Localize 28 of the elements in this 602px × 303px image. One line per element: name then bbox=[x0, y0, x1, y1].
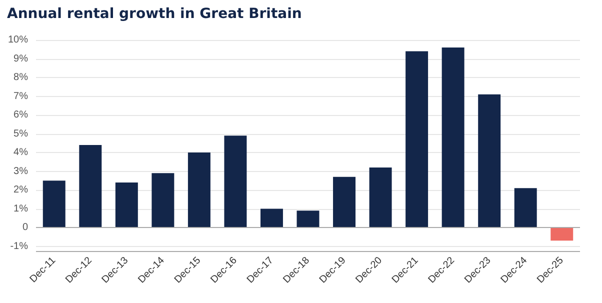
bar bbox=[79, 145, 102, 228]
chart-title: Annual rental growth in Great Britain bbox=[7, 6, 302, 22]
bar bbox=[188, 152, 210, 228]
bar bbox=[514, 188, 537, 228]
y-tick-label: 9% bbox=[14, 53, 28, 64]
bar bbox=[260, 208, 283, 228]
y-tick-label: 3% bbox=[14, 166, 28, 177]
y-tick-label: 0 bbox=[22, 222, 28, 234]
y-tick-label: 8% bbox=[14, 72, 28, 84]
y-tick-label: 7% bbox=[14, 90, 28, 102]
bar bbox=[115, 182, 138, 228]
bar bbox=[550, 228, 574, 241]
y-tick-label: 1% bbox=[14, 203, 28, 214]
y-tick-label: -1% bbox=[10, 240, 28, 252]
bar bbox=[442, 48, 464, 228]
y-tick-label: 10% bbox=[8, 34, 28, 46]
bar bbox=[406, 51, 428, 228]
y-tick-label: 6% bbox=[14, 110, 28, 121]
y-tick-label: 2% bbox=[14, 184, 28, 196]
bar bbox=[296, 210, 320, 228]
bar bbox=[478, 94, 501, 228]
bar bbox=[333, 176, 356, 228]
bar bbox=[42, 180, 66, 228]
bar bbox=[369, 168, 392, 228]
y-tick-label: 5% bbox=[14, 128, 28, 140]
bar bbox=[224, 136, 247, 228]
bar bbox=[152, 173, 174, 228]
y-tick-label: 4% bbox=[14, 147, 28, 158]
